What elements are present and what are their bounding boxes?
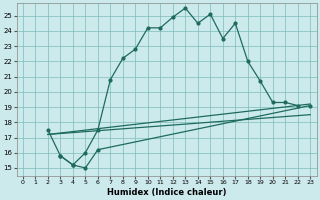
X-axis label: Humidex (Indice chaleur): Humidex (Indice chaleur) [107, 188, 226, 197]
